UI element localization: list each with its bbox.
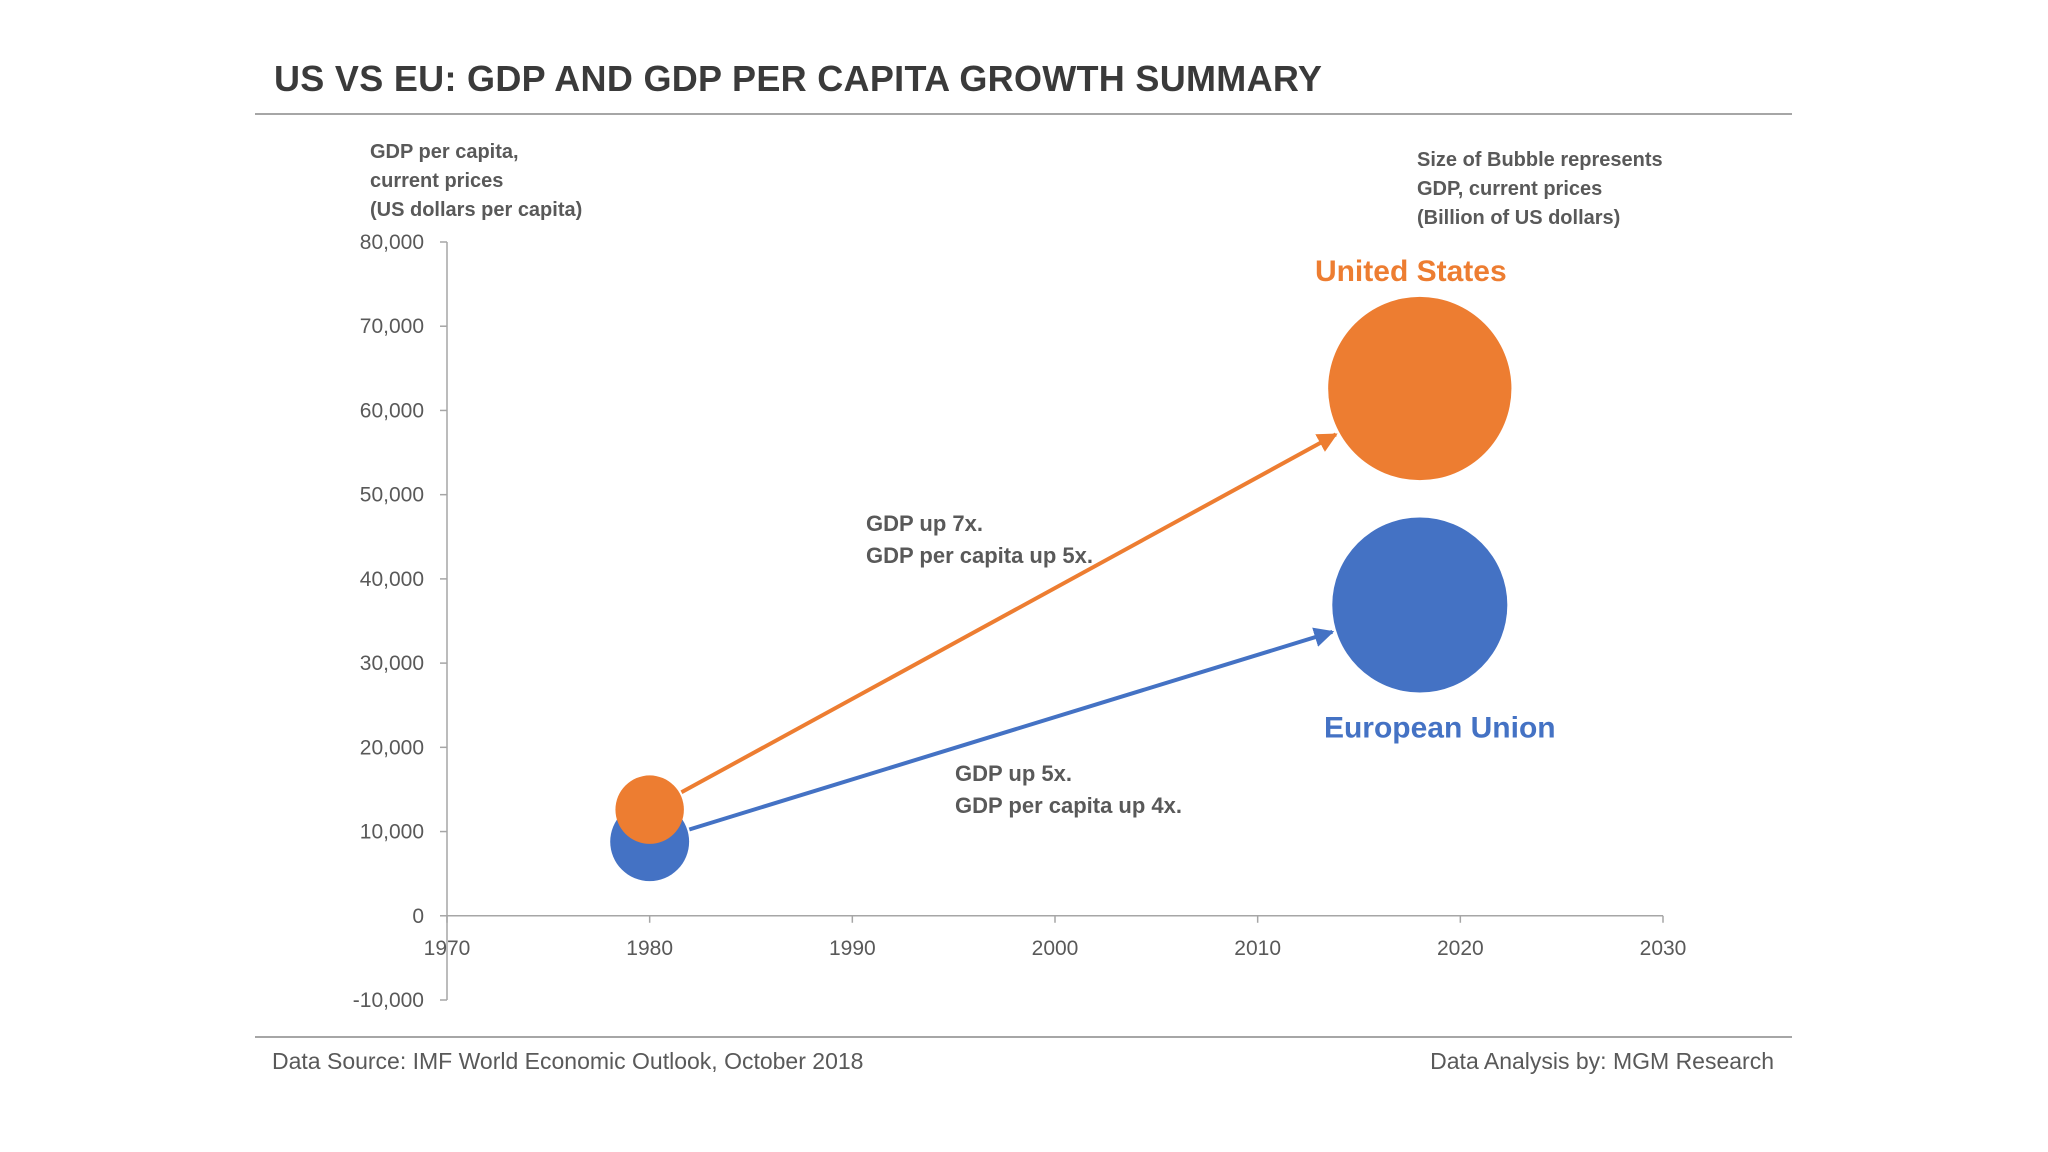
chart-labels: -10,000 0 10,000 20,000 30,000 40,000 50,000 60…: [353, 141, 1687, 1012]
y-tick-label: 60,000: [360, 399, 424, 422]
y-axis-label-line: (US dollars per capita): [370, 199, 582, 221]
eu-series-label: European Union: [1324, 712, 1556, 745]
us-growth-arrow: [680, 432, 1338, 795]
page-title: US VS EU: GDP AND GDP PER CAPITA GROWTH …: [274, 58, 1323, 99]
us-growth-annotation: GDP up 7x. GDP per capita up 5x.: [866, 511, 1093, 568]
bubble-size-note-line: Size of Bubble represents: [1417, 149, 1663, 171]
y-tick-label: -10,000: [353, 989, 424, 1012]
x-tick-label: 1970: [424, 937, 471, 960]
us-bubble-2018: [1328, 296, 1512, 481]
chart-marks: [610, 296, 1512, 882]
x-tick-label: 2000: [1032, 937, 1079, 960]
us-growth-annotation-line: GDP per capita up 5x.: [866, 543, 1093, 568]
eu-growth-arrow: [688, 627, 1335, 832]
chart-axes: [440, 241, 1664, 1001]
us-bubble-1980: [615, 775, 684, 844]
bubble-size-note-line: (Billion of US dollars): [1417, 207, 1620, 229]
y-tick-label: 30,000: [360, 652, 424, 675]
us-series-label: United States: [1315, 255, 1507, 288]
y-tick-label: 0: [412, 905, 424, 928]
us-growth-annotation-line: GDP up 7x.: [866, 511, 983, 536]
y-tick-label: 50,000: [360, 484, 424, 507]
x-tick-label: 1980: [626, 937, 673, 960]
y-tick-label: 20,000: [360, 736, 424, 759]
analysis-credit: Data Analysis by: MGM Research: [1430, 1048, 1774, 1074]
data-source-note: Data Source: IMF World Economic Outlook,…: [272, 1048, 864, 1074]
footer-divider: [255, 1036, 1792, 1038]
eu-growth-annotation-line: GDP per capita up 4x.: [955, 793, 1182, 818]
y-tick-label: 10,000: [360, 821, 424, 844]
title-divider: [255, 113, 1792, 115]
eu-growth-annotation: GDP up 5x. GDP per capita up 4x.: [955, 761, 1182, 818]
x-tick-label: 1990: [829, 937, 876, 960]
y-tick-label: 80,000: [360, 231, 424, 254]
y-axis-label-line: current prices: [370, 170, 503, 192]
y-axis-label: GDP per capita, current prices (US dollars…: [370, 141, 582, 221]
y-tick-label: 70,000: [360, 315, 424, 338]
x-tick-label: 2020: [1437, 937, 1484, 960]
bubble-size-note: Size of Bubble represents GDP, current pr…: [1417, 149, 1663, 229]
y-tick-label: 40,000: [360, 568, 424, 591]
bubble-size-note-line: GDP, current prices: [1417, 178, 1602, 200]
y-axis-label-line: GDP per capita,: [370, 141, 519, 163]
x-tick-label: 2030: [1640, 937, 1687, 960]
eu-bubble-2018: [1332, 517, 1508, 693]
x-tick-label: 2010: [1234, 937, 1281, 960]
eu-growth-annotation-line: GDP up 5x.: [955, 761, 1072, 786]
